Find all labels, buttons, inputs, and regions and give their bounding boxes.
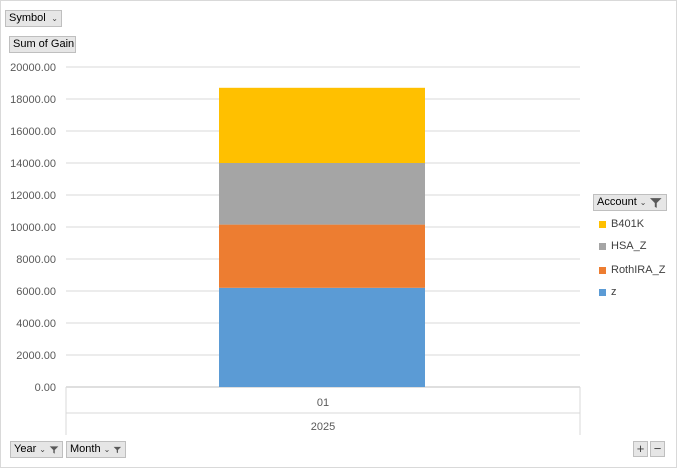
legend-swatch <box>599 288 606 296</box>
legend-swatch <box>599 242 606 250</box>
chevron-down-icon: ⌄ <box>639 198 647 207</box>
y-tick-label: 12000.00 <box>10 190 56 202</box>
chevron-down-icon: ⌄ <box>39 445 46 454</box>
legend-label: RothIRA_Z <box>611 264 666 276</box>
collapse-button[interactable]: − <box>650 441 665 457</box>
chevron-down-icon: ⌄ <box>103 445 111 454</box>
plus-icon: + <box>636 441 645 456</box>
filter-funnel-icon <box>49 445 59 454</box>
y-tick-label: 8000.00 <box>16 254 56 266</box>
month-filter-label: Month <box>70 443 101 455</box>
legend-label: z <box>611 286 617 298</box>
minus-icon: − <box>653 441 662 456</box>
chevron-down-icon: ⌄ <box>51 14 58 23</box>
filter-funnel-icon <box>113 446 122 453</box>
year-filter-button[interactable]: Year ⌄ <box>10 441 63 458</box>
y-tick-label: 20000.00 <box>10 62 56 74</box>
legend-label: B401K <box>611 218 645 230</box>
legend-swatch <box>599 220 606 228</box>
bar-segment-hsa_z[interactable] <box>219 163 425 225</box>
y-tick-label: 18000.00 <box>10 94 56 106</box>
legend-item-z: z <box>599 286 617 298</box>
year-filter-label: Year <box>14 443 37 455</box>
values-field-label: Sum of Gain <box>13 38 75 50</box>
y-tick-label: 4000.00 <box>16 318 56 330</box>
y-tick-label: 2000.00 <box>16 350 56 362</box>
expand-button[interactable]: + <box>633 441 648 457</box>
values-field-button[interactable]: Sum of Gain <box>9 36 76 53</box>
month-filter-button[interactable]: Month ⌄ <box>66 441 126 458</box>
account-filter-button[interactable]: Account ⌄ <box>593 194 667 211</box>
legend-item-b401k: B401K <box>599 218 644 230</box>
filter-funnel-icon <box>650 197 663 208</box>
bar-segment-b401k[interactable] <box>219 87 425 163</box>
legend-swatch <box>599 266 606 274</box>
symbol-filter-button[interactable]: Symbol ⌄ <box>5 10 62 27</box>
legend-label: HSA_Z <box>611 240 647 252</box>
x-group-label: 2025 <box>311 421 335 433</box>
y-tick-label: 14000.00 <box>10 158 56 170</box>
y-tick-label: 6000.00 <box>16 286 56 298</box>
bar-segment-z[interactable] <box>219 287 425 387</box>
legend-item-hsa_z: HSA_Z <box>599 240 646 252</box>
y-tick-label: 16000.00 <box>10 126 56 138</box>
account-filter-label: Account <box>597 196 637 208</box>
symbol-filter-label: Symbol <box>9 12 46 24</box>
y-tick-label: 0.00 <box>35 382 56 394</box>
x-category-label: 01 <box>317 397 329 409</box>
legend-item-rothira_z: RothIRA_Z <box>599 264 665 276</box>
y-tick-label: 10000.00 <box>10 222 56 234</box>
bar-segment-rothira_z[interactable] <box>219 224 425 288</box>
